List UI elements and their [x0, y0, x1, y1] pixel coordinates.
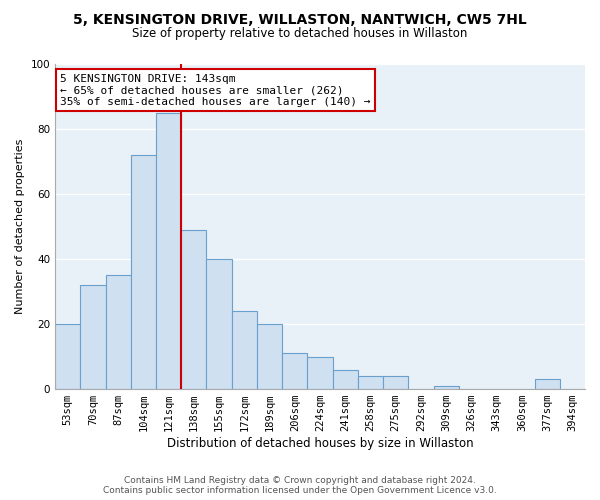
Bar — [535, 380, 560, 389]
Bar — [282, 354, 307, 389]
Bar — [383, 376, 409, 389]
Text: 5 KENSINGTON DRIVE: 143sqm
← 65% of detached houses are smaller (262)
35% of sem: 5 KENSINGTON DRIVE: 143sqm ← 65% of deta… — [61, 74, 371, 107]
Bar — [156, 113, 181, 389]
Bar — [106, 276, 131, 389]
Text: Contains HM Land Registry data © Crown copyright and database right 2024.
Contai: Contains HM Land Registry data © Crown c… — [103, 476, 497, 495]
Bar — [55, 324, 80, 389]
Bar — [307, 356, 332, 389]
Text: 5, KENSINGTON DRIVE, WILLASTON, NANTWICH, CW5 7HL: 5, KENSINGTON DRIVE, WILLASTON, NANTWICH… — [73, 12, 527, 26]
Text: Size of property relative to detached houses in Willaston: Size of property relative to detached ho… — [133, 28, 467, 40]
Bar — [131, 155, 156, 389]
Bar — [232, 311, 257, 389]
Bar — [434, 386, 459, 389]
Bar — [358, 376, 383, 389]
Bar — [80, 285, 106, 389]
Bar — [181, 230, 206, 389]
Y-axis label: Number of detached properties: Number of detached properties — [15, 139, 25, 314]
X-axis label: Distribution of detached houses by size in Willaston: Distribution of detached houses by size … — [167, 437, 473, 450]
Bar — [257, 324, 282, 389]
Bar — [206, 259, 232, 389]
Bar — [332, 370, 358, 389]
